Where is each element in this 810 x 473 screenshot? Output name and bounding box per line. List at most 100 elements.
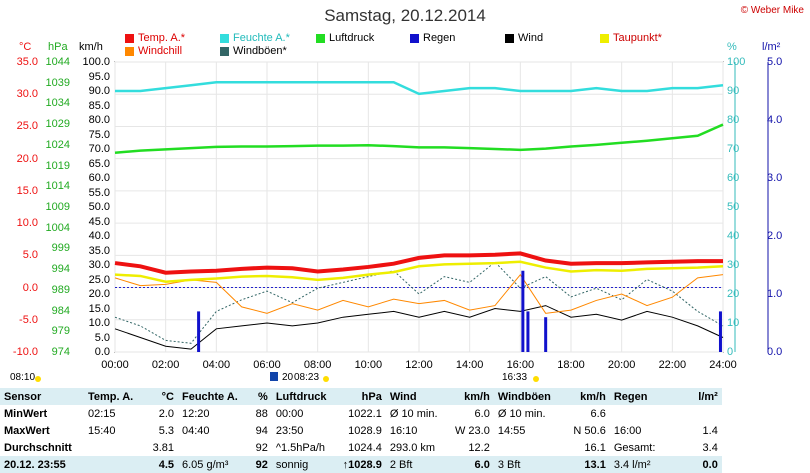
stats-cell: 5.3: [158, 424, 174, 437]
stats-cell: 2 Bft: [389, 458, 413, 471]
hpa-tick: 1029: [45, 118, 70, 131]
rain-tick: 3.0: [767, 172, 783, 184]
pct-tick: 40: [727, 230, 740, 242]
stats-label: 20.12. 23:55: [4, 458, 66, 471]
stats-cell: Gesamt:: [613, 441, 656, 454]
hpa-unit: hPa: [48, 41, 68, 53]
stats-label: MaxWert: [4, 424, 50, 437]
legend-label: Windchill: [138, 45, 183, 57]
hpa-tick: 1014: [45, 180, 70, 193]
stats-header-press-unit: hPa: [361, 390, 382, 403]
legend-label: Regen: [423, 32, 456, 44]
stats-header-temp-unit: °C: [161, 390, 174, 403]
temp-unit: °C: [19, 41, 32, 53]
pct-tick: 30: [727, 259, 740, 271]
stats-cell: 3.81: [152, 441, 174, 454]
stats-cell: 1024.4: [348, 441, 382, 454]
kmh-tick: 50.0: [88, 201, 110, 213]
stats-header-gust: Windböen: [497, 390, 551, 403]
legend-item: Wind: [505, 32, 543, 44]
stats-cell: Ø 10 min.: [389, 407, 438, 420]
hpa-tick: 994: [51, 263, 70, 276]
x-tick: 18:00: [557, 359, 585, 371]
hpa-tick: 999: [51, 242, 70, 255]
rain-tick: 4.0: [767, 114, 783, 126]
pct-tick: 100: [727, 56, 746, 68]
sunrise-time: 08:10: [10, 372, 36, 383]
pct-tick: 0: [727, 346, 734, 358]
x-tick: 16:00: [506, 359, 535, 371]
stats-header-rain-unit: l/m²: [698, 390, 718, 403]
series-line-wind: [114, 305, 724, 350]
rain-unit: l/m²: [762, 41, 781, 53]
stats-cell: 293.0 km: [389, 441, 436, 454]
stats-cell: 3.4: [702, 441, 718, 454]
rain-tick: 5.0: [767, 56, 783, 68]
temp-tick: 25.0: [16, 120, 38, 133]
stats-cell: ↑1028.9: [342, 458, 382, 471]
hpa-tick: 1009: [45, 201, 70, 213]
stats-cell: Ø 10 min.: [497, 407, 546, 420]
sunrise-icon: [35, 376, 41, 382]
series-line-luftdruck: [114, 123, 724, 154]
stats-header-row: Sensor Temp. A. °C Feuchte A. % Luftdruc…: [0, 388, 722, 405]
kmh-tick: 15.0: [88, 302, 110, 315]
stats-cell: [610, 405, 674, 422]
pct-tick: 80: [727, 114, 740, 126]
hpa-tick: 1039: [45, 76, 70, 89]
stats-cell: 92: [255, 458, 268, 471]
x-tick: 02:00: [151, 359, 180, 371]
legend-label: Windböen*: [233, 45, 287, 57]
stats-cell: [674, 405, 722, 422]
stats-table: Sensor Temp. A. °C Feuchte A. % Luftdruc…: [0, 388, 722, 473]
legend-label: Wind: [518, 32, 544, 44]
kmh-tick: 0.0: [94, 346, 110, 358]
legend-swatch: [125, 46, 134, 56]
temp-tick: -5.0: [19, 313, 38, 326]
stats-label: Durchschnitt: [4, 441, 72, 454]
kmh-tick: 80.0: [88, 114, 110, 126]
series-line-temp-a: [114, 251, 723, 275]
series-line-taupunkt: [114, 260, 724, 284]
pct-tick: 60: [727, 172, 740, 184]
chart-title: Samstag, 20.12.2014: [324, 6, 486, 25]
legend-swatch: [125, 33, 134, 43]
stats-cell: 94: [255, 424, 268, 437]
chart-plot: [35, 61, 769, 382]
legend-label: Temp. A.*: [138, 32, 186, 44]
stats-cell: 16.1: [584, 441, 606, 454]
legend-item: Windchill: [125, 45, 182, 57]
stats-cell: 3 Bft: [497, 458, 521, 471]
x-tick: 06:00: [253, 359, 281, 371]
kmh-tick: 40.0: [88, 230, 110, 242]
x-tick: 24:00: [709, 359, 737, 371]
kmh-tick: 70.0: [88, 143, 110, 155]
pct-tick: 20: [727, 288, 740, 300]
stats-cell: 12:20: [182, 407, 210, 420]
kmh-tick: 95.0: [88, 70, 110, 83]
stats-row-max: MaxWert 15:40 5.3 04:40 94 23:50 1028.9 …: [0, 422, 722, 439]
hpa-tick: 1024: [45, 138, 70, 151]
hpa-tick: 974: [51, 346, 70, 358]
hpa-tick: 979: [51, 325, 70, 338]
stats-cell: 6.6: [590, 407, 606, 420]
copyright-label: © Weber Mike: [740, 5, 804, 16]
stats-header-rain: Regen: [613, 390, 648, 403]
legend-swatch: [600, 33, 609, 43]
stats-cell: 1022.1: [348, 407, 382, 420]
stats-cell: 92: [255, 441, 268, 454]
stats-header-press: Luftdruck: [275, 390, 327, 403]
legend-swatch: [316, 33, 325, 43]
x-tick: 00:00: [101, 359, 129, 371]
stats-header-wind: Wind: [389, 390, 417, 403]
sunset-icon: [533, 376, 539, 382]
stats-row-avg: Durchschnitt 3.81 92 ^1.5hPa/h 1024.4 29…: [0, 439, 722, 456]
legend-label: Feuchte A.*: [233, 32, 290, 44]
kmh-tick: 10.0: [88, 317, 110, 329]
stats-header-gust-unit: km/h: [580, 390, 606, 403]
x-tick: 20:00: [607, 359, 636, 371]
temp-tick: 20.0: [16, 152, 38, 165]
temp-tick: 10.0: [16, 217, 38, 230]
stats-cell: 0.0: [702, 458, 718, 471]
stats-cell: 1.4: [702, 424, 718, 437]
